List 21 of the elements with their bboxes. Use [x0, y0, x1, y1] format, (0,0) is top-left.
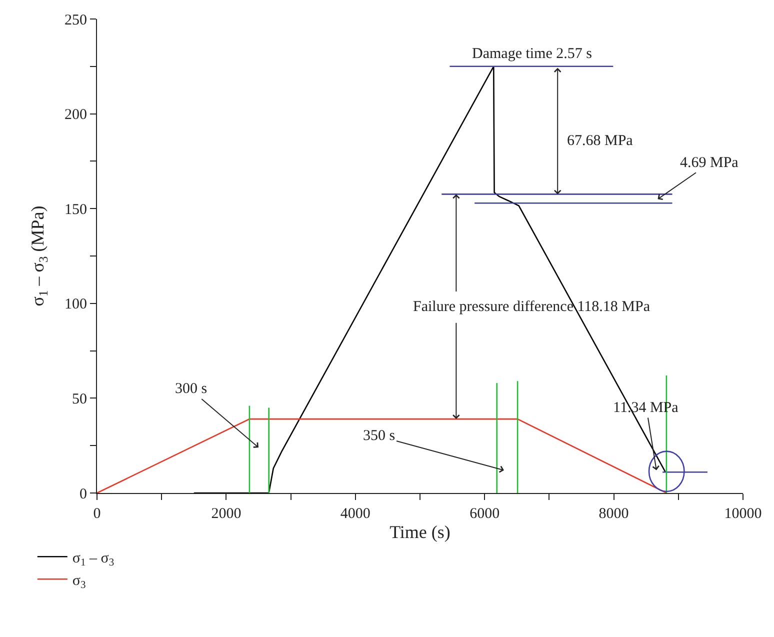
y-tick-label: 250 — [64, 12, 87, 28]
x-tick-label: 4000 — [340, 506, 370, 522]
x-tick-label: 2000 — [211, 506, 242, 522]
legend-label: σ$_{1}$ – σ$_{3}$ — [72, 550, 114, 569]
y-tick-label: 50 — [72, 391, 87, 408]
legend-label: σ$_{3}$ — [72, 573, 86, 592]
y-tick-label: 200 — [64, 107, 87, 124]
x-tick-label: 0 — [93, 506, 101, 522]
annotation: 67.68 MPa — [567, 133, 634, 149]
annotation: 300 s — [175, 381, 208, 397]
y-tick-label: 150 — [64, 202, 87, 218]
y-tick-label: 100 — [64, 296, 87, 313]
x-tick-label: 8000 — [598, 506, 629, 522]
annotation: Damage time 2.57 s — [472, 46, 592, 62]
x-axis-title: Time (s) — [390, 522, 450, 542]
x-tick-label: 10000 — [724, 506, 762, 522]
annotation: 4.69 MPa — [680, 155, 739, 171]
x-tick-label: 6000 — [470, 506, 500, 522]
annotation: 350 s — [363, 428, 396, 444]
annotation: Failure pressure difference 118.18 MPa — [413, 299, 650, 315]
y-tick-label: 0 — [80, 486, 87, 502]
